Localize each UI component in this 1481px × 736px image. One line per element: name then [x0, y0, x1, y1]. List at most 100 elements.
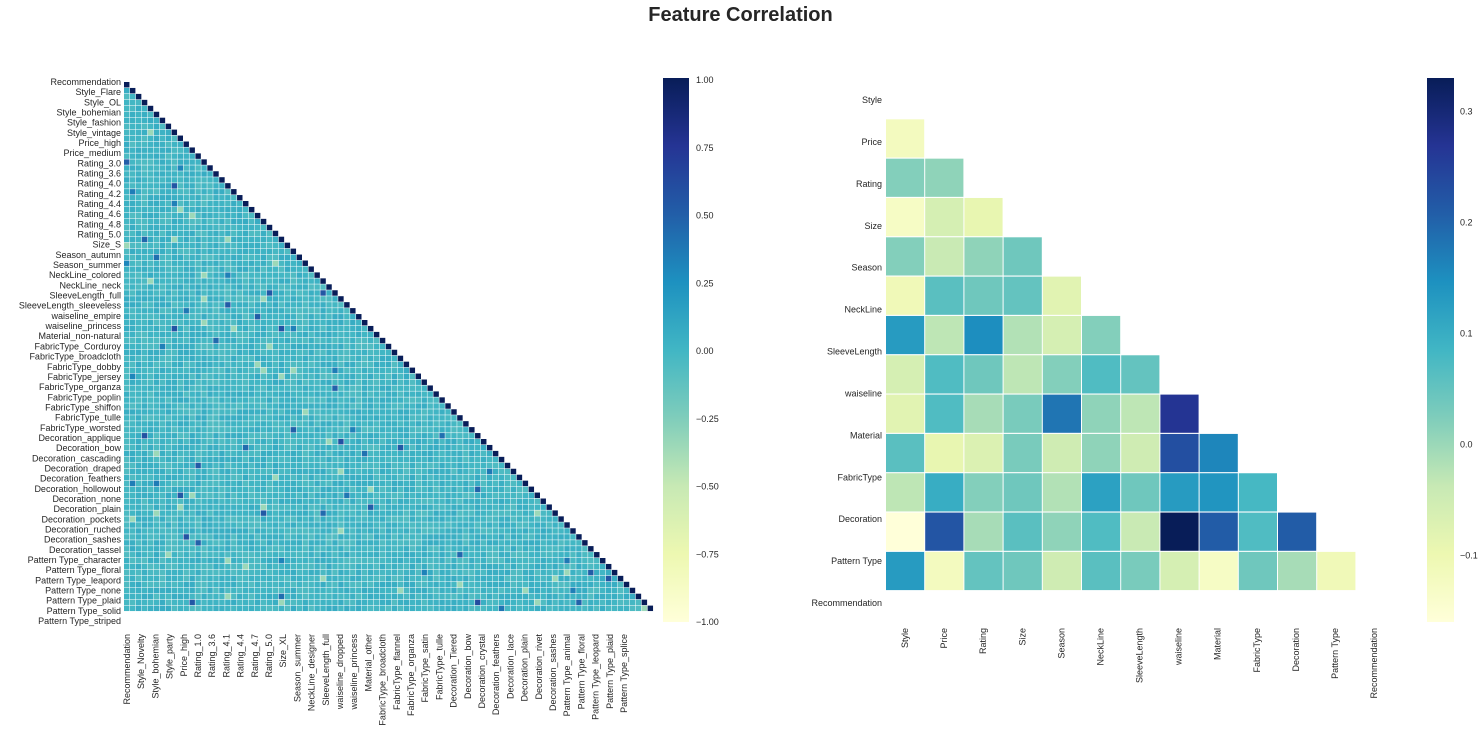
- heatmap1-cell: [617, 575, 624, 582]
- heatmap1-cell: [153, 546, 160, 552]
- heatmap1-cell: [284, 450, 291, 457]
- heatmap1-cell: [284, 355, 291, 362]
- heatmap1-cell: [266, 248, 273, 255]
- heatmap1-cell: [165, 403, 172, 409]
- heatmap1-cell: [409, 498, 416, 504]
- heatmap1-cell: [237, 397, 243, 403]
- heatmap1-cell: [260, 522, 267, 528]
- heatmap1-cell: [546, 534, 552, 540]
- heatmap1-cell: [421, 444, 427, 451]
- heatmap1-cell: [248, 486, 255, 493]
- heatmap1-cell: [272, 450, 279, 457]
- heatmap1-cell: [278, 409, 285, 415]
- heatmap1-cell: [159, 379, 166, 385]
- heatmap1-cell: [338, 468, 344, 475]
- heatmap1-cell: [445, 421, 451, 427]
- heatmap1-cell: [260, 385, 267, 391]
- heatmap1-cell: [260, 320, 267, 326]
- heatmap1-cell: [124, 325, 130, 332]
- heatmap1-cell: [463, 492, 469, 498]
- heatmap1-cell: [189, 439, 195, 445]
- heatmap1-cell: [290, 575, 297, 582]
- heatmap1-cell: [147, 534, 154, 540]
- heatmap1-cell: [421, 605, 427, 612]
- heatmap1-cell: [213, 581, 219, 588]
- heatmap1-cell: [391, 367, 398, 374]
- heatmap1-cell: [481, 450, 487, 457]
- heatmap1-cell: [367, 474, 374, 481]
- heatmap1-cell: [165, 385, 172, 391]
- heatmap1-cell: [165, 373, 172, 379]
- heatmap1-cell: [558, 534, 564, 540]
- heatmap1-cell: [141, 117, 148, 124]
- heatmap1-cell: [385, 349, 392, 356]
- heatmap1-cell: [314, 337, 320, 344]
- heatmap1-cell: [260, 498, 267, 504]
- heatmap1-cell: [195, 183, 201, 189]
- heatmap1-cell: [385, 456, 392, 463]
- heatmap1-cell: [475, 558, 481, 564]
- heatmap1-cell: [332, 534, 338, 540]
- heatmap1-cell: [243, 343, 249, 350]
- heatmap1-cell: [284, 528, 291, 534]
- heatmap1-cell: [427, 385, 433, 391]
- heatmap1-cell: [397, 415, 404, 421]
- heatmap1-cell: [367, 343, 374, 350]
- heatmap1-cell: [576, 575, 582, 582]
- heatmap1-cell: [338, 456, 344, 463]
- heatmap1-cell: [338, 302, 344, 308]
- heatmap1-cell: [135, 331, 142, 338]
- heatmap1-cell: [124, 105, 130, 112]
- heatmap1-cell: [201, 171, 207, 177]
- heatmap1-cell: [213, 177, 219, 183]
- heatmap1-cell: [189, 206, 195, 213]
- heatmap1-cell: [159, 427, 166, 433]
- heatmap1-cell: [445, 403, 451, 409]
- heatmap1-cell: [344, 474, 350, 481]
- heatmap1-cell: [254, 510, 261, 516]
- heatmap1-cell: [219, 266, 225, 272]
- heatmap1-cell: [201, 450, 207, 457]
- heatmap1-cell: [213, 456, 219, 463]
- heatmap1-cell: [397, 462, 404, 469]
- heatmap1-cell: [201, 337, 207, 344]
- heatmap1-cell: [415, 391, 421, 397]
- heatmap1-cell: [124, 349, 130, 356]
- heatmap1-cell: [124, 266, 130, 272]
- heatmap1-cell: [213, 206, 219, 213]
- heatmap1-cell: [504, 599, 511, 606]
- heatmap1-cell: [344, 361, 350, 368]
- heatmap1-cell: [463, 516, 469, 522]
- heatmap2-cell: [886, 119, 925, 158]
- heatmap1-cell: [391, 427, 398, 433]
- heatmap1-cell: [356, 516, 362, 522]
- heatmap1-cell: [284, 284, 291, 290]
- heatmap1-cell: [373, 355, 380, 362]
- heatmap1-cell: [254, 272, 261, 278]
- heatmap1-cell: [356, 462, 362, 469]
- heatmap1-cell: [254, 260, 261, 266]
- heatmap1-cell: [219, 605, 225, 612]
- heatmap1-cell: [147, 331, 154, 338]
- heatmap1-cell: [231, 563, 237, 570]
- heatmap1-cell: [243, 558, 249, 564]
- heatmap1-cell: [373, 552, 380, 558]
- heatmap1-cell: [463, 456, 469, 463]
- heatmap1-cell: [534, 581, 540, 588]
- heatmap1-cell: [469, 474, 475, 481]
- heatmap1-cell: [362, 510, 368, 516]
- heatmap1-cell: [124, 403, 130, 409]
- heatmap1-cell: [278, 403, 285, 409]
- heatmap1-cell: [207, 450, 213, 457]
- heatmap1-cell: [516, 569, 523, 576]
- heatmap1-cell: [248, 320, 255, 326]
- heatmap1-cell: [237, 248, 243, 255]
- heatmap1-cell: [147, 563, 154, 570]
- heatmap1-cell: [344, 468, 350, 475]
- heatmap1-cell: [171, 569, 178, 576]
- heatmap1-y-tick-label: SleeveLength_full: [49, 291, 121, 301]
- heatmap1-y-tick-label: NeckLine_neck: [59, 280, 121, 290]
- heatmap1-cell: [248, 284, 255, 290]
- heatmap1-cell: [272, 433, 279, 439]
- heatmap1-cell: [159, 510, 166, 516]
